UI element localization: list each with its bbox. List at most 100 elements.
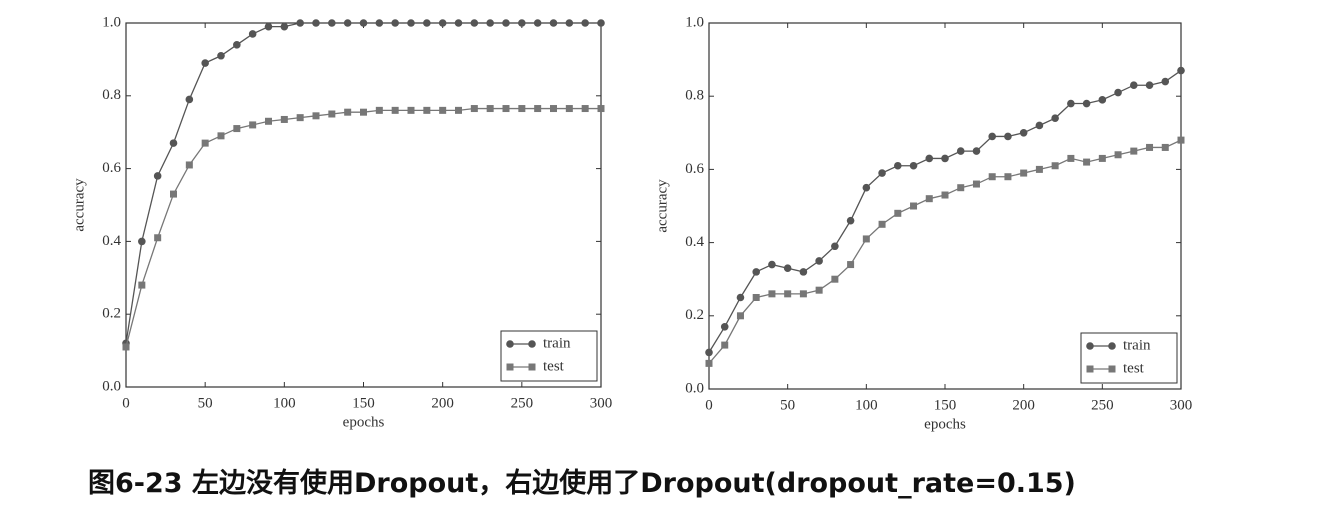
marker [1086,365,1094,373]
y-tick-label: 0.8 [102,87,121,103]
marker [862,235,870,243]
marker [925,195,933,203]
marker [312,19,320,27]
x-tick-label: 200 [431,395,454,411]
marker [264,22,273,31]
y-tick-label: 0.8 [685,88,704,104]
marker [581,19,589,27]
legend [1080,332,1178,384]
marker [423,106,431,114]
marker [233,41,241,49]
marker [185,161,193,169]
marker [533,19,542,27]
marker [296,114,304,122]
marker [265,117,272,125]
marker [328,110,336,118]
marker [1098,154,1106,162]
marker [972,147,981,155]
marker [407,19,415,27]
legend-label: test [1123,360,1145,376]
marker [925,154,934,163]
marker [878,220,886,228]
marker [502,105,510,113]
marker [549,19,558,27]
marker [752,268,760,276]
marker [721,341,729,349]
marker [909,161,918,170]
marker [328,19,336,27]
marker [565,19,574,27]
marker [768,290,776,298]
marker [847,261,855,269]
marker [518,105,526,113]
marker [1146,143,1154,151]
x-tick-label: 300 [1170,397,1193,413]
marker [799,268,808,276]
marker [1086,342,1094,350]
y-tick-label: 0.2 [685,307,704,323]
marker [534,105,542,113]
x-tick-label: 50 [198,395,213,411]
series-line [125,107,601,348]
marker [486,105,494,113]
marker [1051,162,1059,170]
marker [597,105,605,113]
marker [1067,154,1075,162]
marker [705,348,713,357]
marker [1161,143,1169,151]
plot: 0 50 100 150 200 250 300 0.0 0.2 0.4 0.6 0.8 1.0 epoc… [654,14,1192,432]
marker [581,105,589,113]
series-line [125,22,601,344]
marker [249,121,257,129]
marker [705,359,713,367]
marker [169,139,178,147]
marker [846,216,855,225]
marker [1114,88,1122,97]
legend-label: train [1123,337,1151,353]
y-axis-label: accuracy [654,179,670,233]
marker [455,106,462,114]
marker [941,191,949,199]
marker [375,106,383,114]
caption: 图6-23 左边没有使用Dropout，右边使用了Dropout(dropout… [88,468,1076,499]
marker [957,184,965,192]
marker [783,264,792,273]
marker [217,51,225,60]
marker [862,183,871,192]
marker [502,19,510,27]
legend [500,330,598,382]
y-tick-label: 0.0 [685,380,704,396]
marker [1004,173,1012,181]
x-tick-label: 0 [705,397,713,413]
marker [1114,151,1122,159]
marker [1108,342,1116,350]
marker [506,363,514,371]
marker [972,180,980,188]
marker [1177,66,1185,75]
marker [1082,99,1091,108]
marker [1035,121,1044,130]
x-tick-label: 300 [590,395,613,411]
x-tick-label: 100 [273,395,296,411]
marker [1083,158,1091,166]
marker [1161,77,1170,86]
marker [736,312,744,320]
marker [1004,132,1012,141]
marker [752,294,760,301]
marker [138,281,146,289]
marker [343,19,352,27]
marker [1130,147,1138,155]
y-tick-label: 1.0 [102,14,121,30]
marker [170,190,177,198]
marker [720,322,729,331]
marker [988,173,996,181]
y-tick-label: 0.0 [102,378,121,394]
y-tick-label: 0.4 [685,234,704,250]
marker [768,260,776,269]
marker [359,19,368,27]
y-tick-label: 0.2 [102,306,121,322]
x-tick-label: 50 [780,397,795,413]
marker [736,293,745,302]
marker [799,290,807,298]
marker [528,340,536,348]
